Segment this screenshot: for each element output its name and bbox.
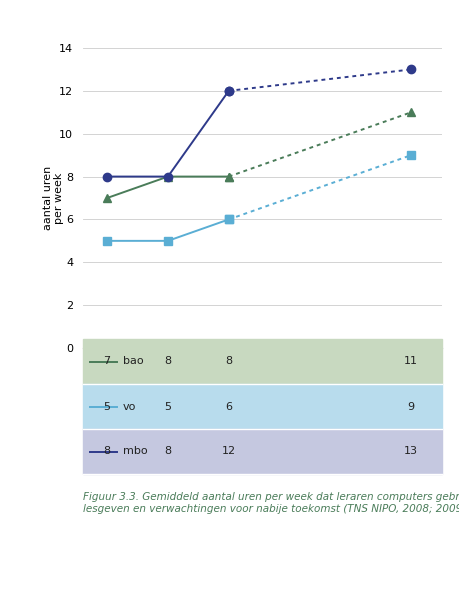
Point	[104, 402, 111, 412]
Text: 13: 13	[403, 446, 417, 457]
Text: 8: 8	[164, 356, 171, 367]
Text: 11: 11	[403, 356, 417, 367]
Text: 8: 8	[164, 446, 171, 457]
Y-axis label: aantal uren
per week: aantal uren per week	[43, 166, 64, 230]
Text: mbo: mbo	[123, 446, 147, 457]
Text: 5: 5	[103, 401, 110, 412]
Point	[104, 356, 111, 366]
Text: 5: 5	[164, 401, 171, 412]
Text: 8: 8	[225, 356, 232, 367]
Text: Figuur 3.3. Gemiddeld aantal uren per week dat leraren computers gebruiken bij
l: Figuur 3.3. Gemiddeld aantal uren per we…	[83, 492, 459, 514]
Text: 7: 7	[103, 356, 111, 367]
Text: 12: 12	[221, 446, 235, 457]
Point	[104, 446, 111, 456]
Text: 6: 6	[225, 401, 232, 412]
Text: 8: 8	[103, 446, 111, 457]
Text: 9: 9	[407, 401, 414, 412]
Text: bao: bao	[123, 356, 143, 367]
Text: vo: vo	[123, 401, 136, 412]
